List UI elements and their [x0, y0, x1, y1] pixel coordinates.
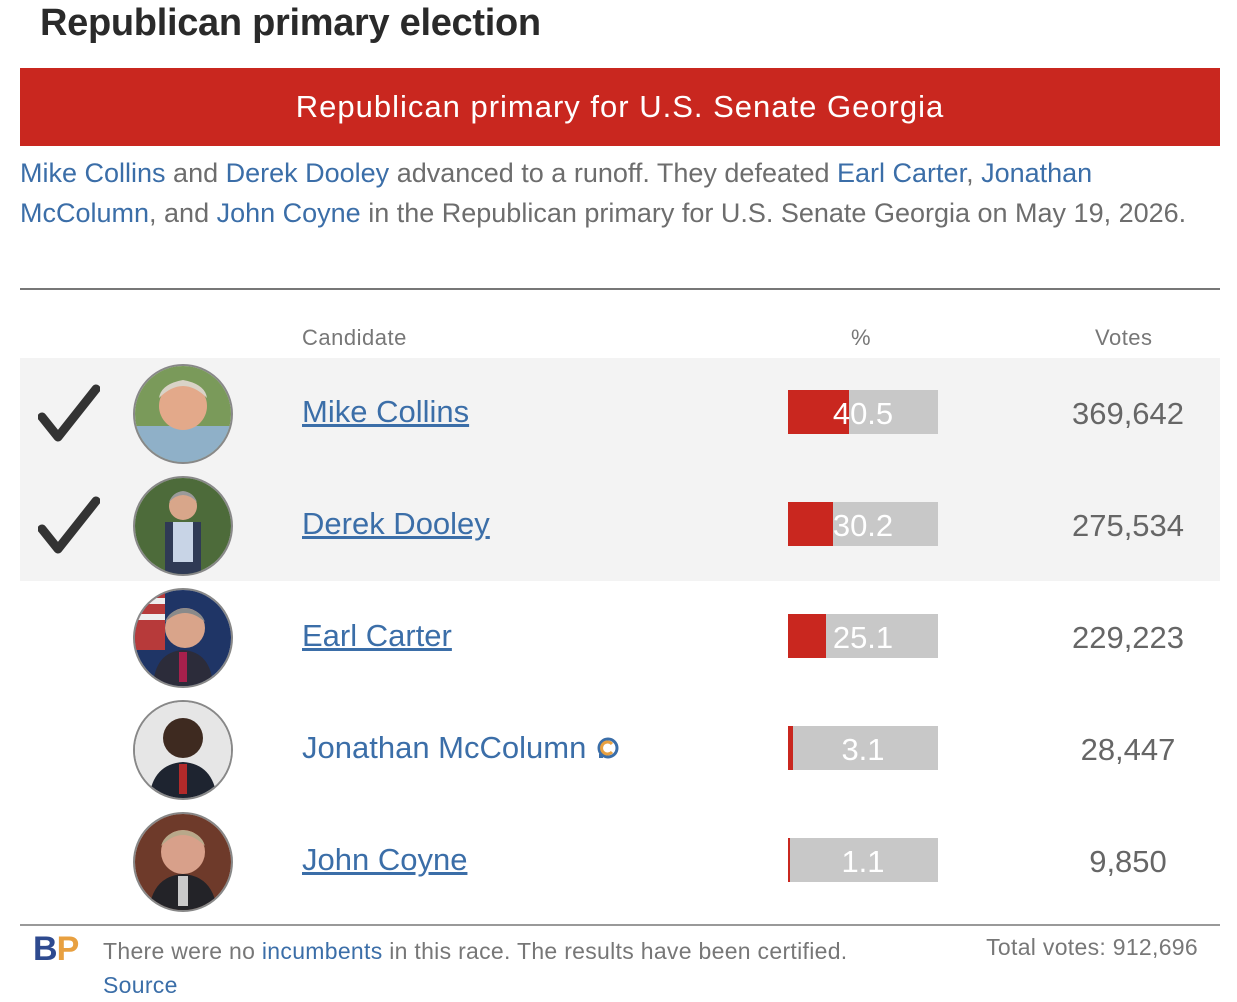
percent-value: 30.2	[832, 508, 894, 543]
logo-letter-b: B	[33, 930, 58, 968]
percent-bar: 3.1	[788, 726, 938, 770]
candidate-photo	[133, 364, 233, 464]
ballotpedia-logo: BP	[33, 930, 80, 969]
divider	[20, 288, 1220, 290]
candidate-photo	[133, 588, 233, 688]
candidate-name-link[interactable]: Earl Carter	[302, 618, 452, 653]
results-footnote: There were no incumbents in this race. T…	[103, 934, 863, 1002]
candidate-name-cell: Jonathan McColumn	[302, 730, 620, 766]
candidate-photo	[133, 700, 233, 800]
loser-link-1[interactable]: Earl Carter	[837, 158, 967, 188]
summary-text: in the Republican primary for U.S. Senat…	[360, 198, 1187, 228]
percent-bar: 1.1	[788, 838, 938, 882]
column-header-percent: %	[851, 325, 872, 350]
summary-text: , and	[149, 198, 217, 228]
candidate-name-link[interactable]: Jonathan McColumn	[302, 730, 587, 765]
percent-bar-fill	[788, 390, 849, 434]
percent-bar: 30.2	[788, 502, 938, 546]
candidate-photo	[133, 476, 233, 576]
vote-count: 28,447	[1080, 732, 1176, 767]
summary-text: and	[165, 158, 226, 188]
loser-link-3[interactable]: John Coyne	[216, 198, 361, 228]
percent-value: 3.1	[841, 732, 885, 767]
table-row: Jonathan McColumn 3.1 28,447	[20, 694, 1220, 806]
percent-bar: 25.1	[788, 614, 938, 658]
checkmark-icon	[38, 384, 100, 442]
divider	[20, 924, 1220, 926]
column-header-votes: Votes	[1095, 325, 1153, 350]
source-link[interactable]: Source	[103, 972, 178, 998]
table-row: Mike Collins 40.5 369,642	[20, 358, 1220, 470]
loser-link-2[interactable]: Jonathan McColumn	[20, 158, 1093, 228]
candidate-connection-icon[interactable]	[596, 736, 620, 760]
table-row: John Coyne 1.1 9,850	[20, 806, 1220, 918]
race-banner: Republican primary for U.S. Senate Georg…	[20, 68, 1220, 146]
percent-bar-fill	[788, 614, 826, 658]
percent-bar-fill	[788, 502, 834, 546]
candidate-photo	[133, 812, 233, 912]
summary-text: advanced to a runoff. They defeated	[389, 158, 838, 188]
footnote-text: in this race. The results have been cert…	[382, 938, 848, 964]
winner-link-1[interactable]: Mike Collins	[20, 158, 166, 188]
vote-count: 9,850	[1089, 844, 1167, 879]
percent-bar-fill	[788, 838, 790, 882]
candidate-name-link[interactable]: John Coyne	[302, 842, 468, 877]
logo-letter-p: P	[56, 930, 80, 968]
vote-count: 369,642	[1071, 396, 1185, 431]
total-votes: Total votes: 912,696	[986, 934, 1198, 960]
footnote-text: There were no	[103, 938, 262, 964]
table-row: Earl Carter 25.1 229,223	[20, 582, 1220, 694]
candidate-name-link[interactable]: Mike Collins	[302, 394, 470, 429]
column-header-candidate: Candidate	[302, 325, 407, 350]
percent-value: 40.5	[832, 396, 894, 431]
winner-link-2[interactable]: Derek Dooley	[225, 158, 390, 188]
percent-value: 25.1	[832, 620, 894, 655]
candidate-name-link[interactable]: Derek Dooley	[302, 506, 490, 541]
vote-count: 275,534	[1071, 508, 1185, 543]
incumbents-link[interactable]: incumbents	[261, 938, 383, 964]
vote-count: 229,223	[1071, 620, 1185, 655]
summary-text: ,	[966, 158, 982, 188]
race-summary: Mike Collins and Derek Dooley advanced t…	[20, 153, 1195, 233]
checkmark-icon	[38, 496, 100, 554]
percent-bar-fill	[788, 726, 793, 770]
percent-bar: 40.5	[788, 390, 938, 434]
percent-value: 1.1	[841, 844, 885, 879]
table-row: Derek Dooley 30.2 275,534	[20, 470, 1220, 582]
page-title: Republican primary election	[40, 2, 541, 44]
